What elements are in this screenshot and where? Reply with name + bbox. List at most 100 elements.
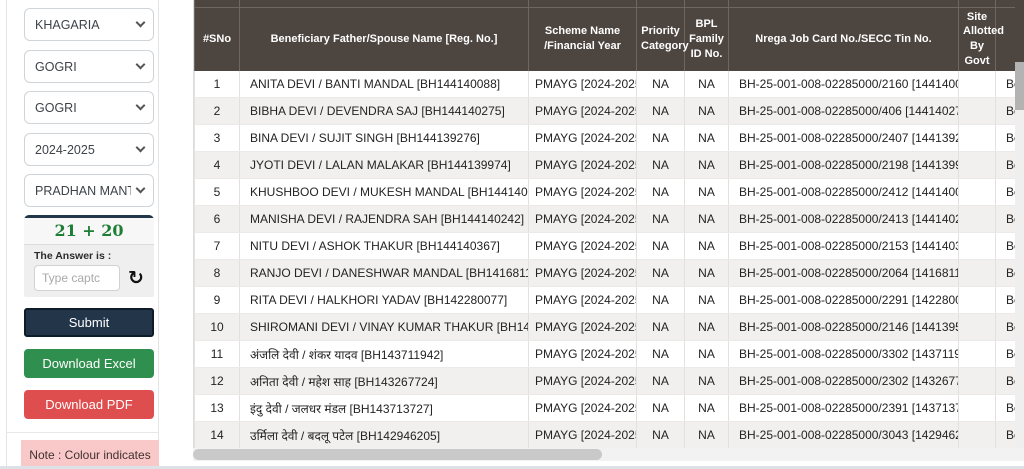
cell-extra: Be: [995, 394, 1015, 423]
cell-extra: Be: [995, 286, 1015, 315]
table-row[interactable]: 13 इंदु देवी / जलधर मंडल [BH143713727] P…: [194, 394, 1015, 423]
cell-name: KHUSHBOO DEVI / MUKESH MANDAL [BH1441400…: [239, 178, 529, 207]
cell-site: [958, 313, 996, 342]
cell-name: अंजलि देवी / शंकर यादव [BH143711942]: [239, 340, 529, 369]
cell-name: ANITA DEVI / BANTI MANDAL [BH144140088]: [239, 70, 529, 99]
block-select-wrap: GOGRI: [24, 50, 154, 83]
captcha-widget: 21 + 20 The Answer is : ↻: [24, 215, 154, 297]
vertical-scrollbar[interactable]: [1015, 0, 1024, 448]
table-row[interactable]: 14 उर्मिला देवी / बदलू पटेल [BH142946205…: [194, 421, 1015, 448]
download-pdf-button[interactable]: Download PDF: [24, 390, 154, 419]
cell-priority: NA: [636, 178, 685, 207]
cell-scheme: PMAYG [2024-2025]: [528, 232, 637, 261]
district-select[interactable]: KHAGARIA: [24, 8, 154, 41]
cell-nrega: BH-25-001-008-02285000/406 [144140275]: [728, 97, 959, 126]
cell-scheme: PMAYG [2024-2025]: [528, 205, 637, 234]
table-row[interactable]: 4 JYOTI DEVI / LALAN MALAKAR [BH14413997…: [194, 151, 1015, 180]
download-excel-button[interactable]: Download Excel: [24, 349, 154, 378]
table-scroll-area[interactable]: #SNo Beneficiary Father/Spouse Name [Reg…: [193, 0, 1015, 448]
vertical-scrollbar-thumb[interactable]: [1015, 62, 1024, 110]
cell-sno: 8: [194, 259, 240, 288]
submit-button[interactable]: Submit: [24, 308, 154, 337]
cell-sno: 14: [194, 421, 240, 448]
table-row[interactable]: 11 अंजलि देवी / शंकर यादव [BH143711942] …: [194, 340, 1015, 369]
table-row[interactable]: 10 SHIROMANI DEVI / VINAY KUMAR THAKUR […: [194, 313, 1015, 342]
captcha-answer-label: The Answer is :: [34, 250, 112, 262]
cell-site: [958, 232, 996, 261]
col-header-name: Beneficiary Father/Spouse Name [Reg. No.…: [239, 6, 529, 71]
cell-bpl: NA: [684, 340, 729, 369]
col-header-scheme: Scheme Name /Financial Year: [528, 6, 637, 71]
cell-sno: 3: [194, 124, 240, 153]
horizontal-scrollbar-thumb[interactable]: [193, 449, 602, 460]
cell-priority: NA: [636, 151, 685, 180]
cell-scheme: PMAYG [2024-2025]: [528, 421, 637, 448]
cell-scheme: PMAYG [2024-2025]: [528, 259, 637, 288]
cell-nrega: BH-25-001-008-02285000/2146 [144139591]: [728, 313, 959, 342]
cell-site: [958, 151, 996, 180]
table-row[interactable]: 1 ANITA DEVI / BANTI MANDAL [BH144140088…: [194, 70, 1015, 99]
cell-name: BIBHA DEVI / DEVENDRA SAJ [BH144140275]: [239, 97, 529, 126]
cell-name: RITA DEVI / HALKHORI YADAV [BH142280077]: [239, 286, 529, 315]
cell-scheme: PMAYG [2024-2025]: [528, 151, 637, 180]
table-body: 1 ANITA DEVI / BANTI MANDAL [BH144140088…: [194, 70, 1015, 448]
cell-name: इंदु देवी / जलधर मंडल [BH143713727]: [239, 394, 529, 423]
beneficiary-list-panel: #SNo Beneficiary Father/Spouse Name [Reg…: [193, 0, 1024, 469]
cell-extra: Be: [995, 97, 1015, 126]
panchayat-select[interactable]: GOGRI: [24, 91, 154, 124]
cell-site: [958, 367, 996, 396]
cell-extra: Be: [995, 421, 1015, 448]
cell-site: [958, 70, 996, 99]
cell-sno: 11: [194, 340, 240, 369]
beneficiary-table: #SNo Beneficiary Father/Spouse Name [Reg…: [194, 0, 1015, 448]
cell-nrega: BH-25-001-008-02285000/2160 [144140088]: [728, 70, 959, 99]
financial-year-select[interactable]: 2024-2025: [24, 133, 154, 166]
horizontal-scrollbar[interactable]: [193, 448, 1024, 461]
cell-nrega: BH-25-001-008-02285000/3302 [143711942]: [728, 340, 959, 369]
col-header-sno: #SNo: [194, 6, 240, 71]
block-select[interactable]: GOGRI: [24, 50, 154, 83]
table-row[interactable]: 8 RANJO DEVI / DANESHWAR MANDAL [BH14168…: [194, 259, 1015, 288]
table-row[interactable]: 2 BIBHA DEVI / DEVENDRA SAJ [BH144140275…: [194, 97, 1015, 126]
cell-bpl: NA: [684, 313, 729, 342]
cell-bpl: NA: [684, 124, 729, 153]
cell-name: उर्मिला देवी / बदलू पटेल [BH142946205]: [239, 421, 529, 448]
cell-sno: 4: [194, 151, 240, 180]
cell-scheme: PMAYG [2024-2025]: [528, 178, 637, 207]
district-select-wrap: KHAGARIA: [24, 8, 154, 41]
cell-name: RANJO DEVI / DANESHWAR MANDAL [BH1416811…: [239, 259, 529, 288]
refresh-icon[interactable]: ↻: [128, 267, 144, 289]
cell-bpl: NA: [684, 178, 729, 207]
table-row[interactable]: 12 अनिता देवी / महेश साह [BH143267724] P…: [194, 367, 1015, 396]
col-header-priority: Priority Category: [636, 6, 689, 71]
cell-scheme: PMAYG [2024-2025]: [528, 70, 637, 99]
cell-extra: Be: [995, 232, 1015, 261]
captcha-input[interactable]: [34, 265, 120, 291]
cell-extra: Be: [995, 124, 1015, 153]
cell-sno: 10: [194, 313, 240, 342]
cell-nrega: BH-25-001-008-02285000/2291 [142280077]: [728, 286, 959, 315]
cell-extra: Be: [995, 340, 1015, 369]
cell-extra: Be: [995, 151, 1015, 180]
cell-sno: 9: [194, 286, 240, 315]
table-row[interactable]: 3 BINA DEVI / SUJIT SINGH [BH144139276] …: [194, 124, 1015, 153]
table-top-strip: [194, 0, 1015, 7]
scheme-select[interactable]: PRADHAN MANTRI: [24, 174, 154, 207]
table-row[interactable]: 6 MANISHA DEVI / RAJENDRA SAH [BH1441402…: [194, 205, 1015, 234]
table-row[interactable]: 7 NITU DEVI / ASHOK THAKUR [BH144140367]…: [194, 232, 1015, 261]
cell-sno: 13: [194, 394, 240, 423]
cell-name: SHIROMANI DEVI / VINAY KUMAR THAKUR [BH1…: [239, 313, 529, 342]
colour-note: Note : Colour indicates: [21, 440, 159, 469]
cell-sno: 6: [194, 205, 240, 234]
scheme-select-wrap: PRADHAN MANTRI: [24, 174, 154, 207]
table-row[interactable]: 9 RITA DEVI / HALKHORI YADAV [BH14228007…: [194, 286, 1015, 315]
cell-bpl: NA: [684, 286, 729, 315]
cell-priority: NA: [636, 259, 685, 288]
cell-extra: Be: [995, 205, 1015, 234]
cell-priority: NA: [636, 286, 685, 315]
sidebar-divider: [7, 432, 158, 433]
cell-name: NITU DEVI / ASHOK THAKUR [BH144140367]: [239, 232, 529, 261]
table-row[interactable]: 5 KHUSHBOO DEVI / MUKESH MANDAL [BH14414…: [194, 178, 1015, 207]
cell-site: [958, 178, 996, 207]
